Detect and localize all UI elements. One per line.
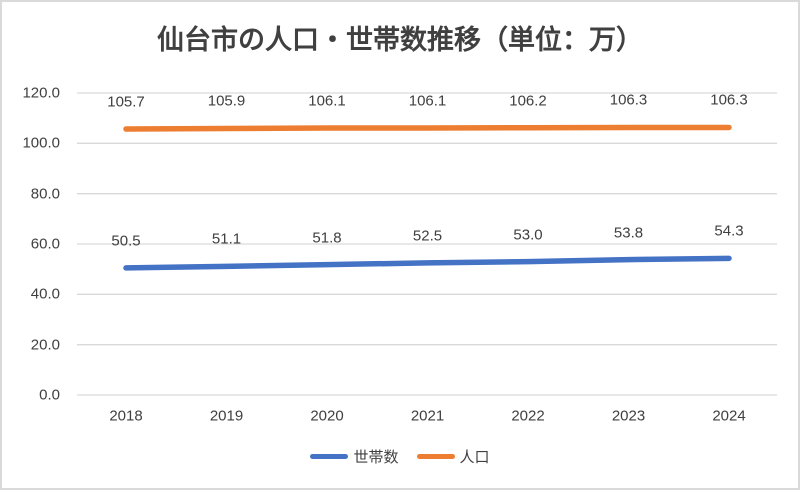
- data-label-households: 52.5: [412, 227, 443, 245]
- x-axis-tick-label: 2020: [310, 407, 344, 425]
- x-axis-tick-label: 2018: [109, 407, 143, 425]
- data-label-households: 53.8: [613, 224, 644, 242]
- x-axis-tick-label: 2019: [209, 407, 244, 425]
- data-label-households: 51.1: [211, 230, 242, 248]
- legend-line-swatch-icon: [416, 453, 455, 459]
- data-label-population: 105.9: [207, 92, 246, 110]
- y-axis-tick-label: 80.0: [30, 185, 60, 203]
- y-axis-tick-label: 0.0: [39, 386, 60, 404]
- x-axis-tick-label: 2022: [511, 407, 545, 425]
- legend-item-label: 人口: [459, 448, 490, 466]
- x-axis-tick-label: 2024: [712, 407, 746, 425]
- y-axis-tick-label: 120.0: [22, 84, 60, 102]
- legend-line-swatch-icon: [310, 453, 349, 459]
- chart-title: 仙台市の人口・世帯数推移（単位：万）: [157, 25, 643, 55]
- legend: 世帯数 人口: [2, 445, 798, 467]
- y-axis-tick-label: 40.0: [30, 285, 60, 303]
- y-axis-tick-label: 100.0: [22, 134, 60, 152]
- y-axis-tick-label: 20.0: [30, 336, 60, 354]
- series-line-population: [123, 124, 732, 132]
- x-axis-tick-label: 2023: [611, 407, 646, 425]
- data-label-population: 106.1: [408, 92, 447, 110]
- legend-item-population: 人口: [416, 446, 490, 467]
- data-label-population: 106.3: [710, 91, 748, 109]
- data-label-population: 106.2: [509, 92, 547, 110]
- data-label-households: 54.3: [714, 222, 744, 240]
- data-label-population: 106.1: [308, 92, 346, 110]
- y-axis-tick-label: 60.0: [30, 235, 60, 253]
- data-label-population: 106.3: [609, 91, 648, 109]
- x-axis-tick-label: 2021: [410, 407, 445, 425]
- data-label-households: 51.8: [312, 229, 342, 247]
- legend-item-label: 世帯数: [353, 448, 399, 466]
- data-label-households: 53.0: [513, 226, 543, 244]
- data-label-households: 50.5: [111, 232, 141, 250]
- series-line-households: [123, 255, 732, 271]
- data-label-population: 105.7: [107, 93, 145, 111]
- legend-item-households: 世帯数: [310, 446, 399, 467]
